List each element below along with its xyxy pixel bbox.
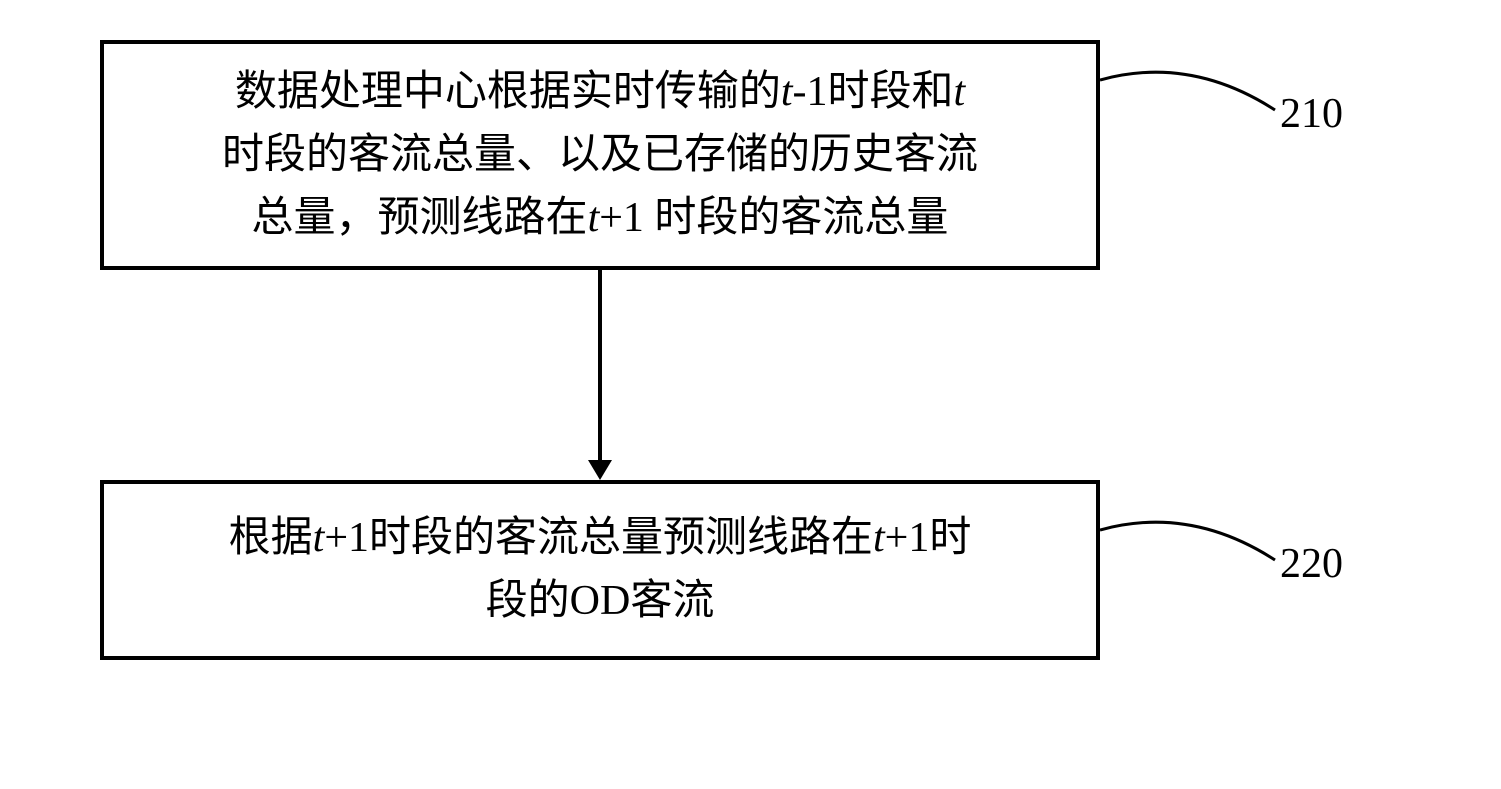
box2-line1-prefix: 根据 [229,515,313,561]
flowchart-box-2: 根据t+1时段的客流总量预测线路在t+1时 段的OD客流 [100,480,1100,660]
box2-line2: 段的OD客流 [486,578,715,624]
box1-t-var-1: t [781,69,793,115]
box1-t-var-2: t [954,69,966,115]
box2-mid-text: +1时段的客流总量预测线路在 [324,515,873,561]
box2-t-var-2: t [873,515,885,561]
box1-text-part1: 数据处理中心根据实时传输的 [235,69,781,115]
box1-minus1-suffix: -1时段和 [793,69,954,115]
box1-plus1-suffix: +1 时段的客流总量 [599,195,948,241]
box1-line3-prefix: 总量，预测线路在 [252,195,588,241]
step-label-220: 220 [1280,540,1343,588]
label-220-text: 220 [1280,541,1343,587]
box1-line2: 时段的客流总量、以及已存储的历史客流 [222,132,978,178]
step-label-210: 210 [1280,90,1343,138]
box-1-text: 数据处理中心根据实时传输的t-1时段和t 时段的客流总量、以及已存储的历史客流 … [222,61,978,250]
box-2-text: 根据t+1时段的客流总量预测线路在t+1时 段的OD客流 [229,507,972,633]
box2-t-var-1: t [313,515,325,561]
connector-curve-1 [1100,60,1280,140]
flowchart-box-1: 数据处理中心根据实时传输的t-1时段和t 时段的客流总量、以及已存储的历史客流 … [100,40,1100,270]
connector-curve-2 [1100,510,1280,590]
arrow-line-1 [598,270,602,460]
arrow-head-1 [588,460,612,480]
label-210-text: 210 [1280,91,1343,137]
box2-line1-suffix: +1时 [885,515,972,561]
box1-t-var-3: t [588,195,600,241]
